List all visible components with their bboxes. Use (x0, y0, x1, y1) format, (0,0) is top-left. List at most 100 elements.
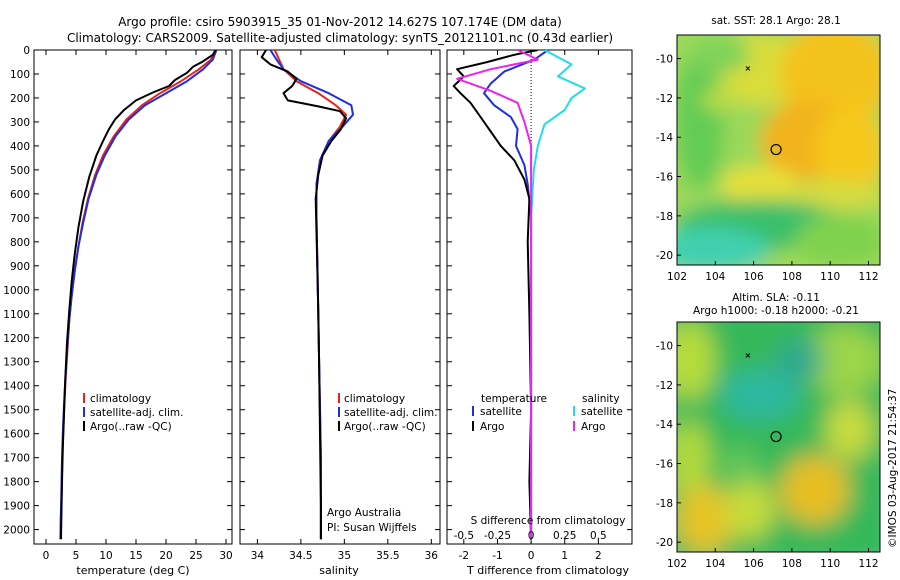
x-tick-label: 35 (338, 550, 351, 562)
salinity-panel: 34 34.5 35 35.5 36 salinity climatology sate… (239, 49, 441, 577)
x-tick-label: 0 (528, 550, 535, 562)
x-tick-label: 20 (159, 550, 172, 562)
salinity-legend: climatology satellite-adj. clim. Argo(..… (338, 393, 437, 433)
y-tick-label: 1600 (3, 429, 30, 441)
map-y-tick-label: -18 (656, 211, 673, 223)
legend-label-s-satellite: satellite (581, 406, 623, 418)
x-tick-label: 5 (73, 550, 80, 562)
x-tick-label: 1 (561, 550, 568, 562)
credits-line1: Argo Australia (327, 507, 401, 519)
map-x-tick-label: 108 (782, 558, 802, 570)
legend-head-temperature: temperature (481, 393, 547, 405)
x-tick-label: 10 (99, 550, 112, 562)
y-tick-label: 300 (10, 117, 30, 129)
salinity-axes-frame (239, 49, 441, 545)
y-tick-label: 800 (10, 237, 30, 249)
y-tick-label: 1100 (3, 309, 30, 321)
sla-map-markers (745, 353, 782, 443)
series-line-t-argo (452, 50, 539, 540)
legend-swatch-s-argo (573, 421, 575, 431)
legend-swatch-t-argo (472, 421, 474, 431)
y-tick-label: 1000 (3, 285, 30, 297)
salinity-xlabel: salinity (319, 564, 359, 577)
legend-label-climatology: climatology (90, 393, 151, 405)
legend-swatch-s-satellite (573, 406, 575, 416)
y-tick-label: 1800 (3, 477, 30, 489)
legend-label-argo: Argo(..raw -QC) (90, 421, 172, 433)
sla-map-axes: 102 104 106 108 110 112 -10 -12 -14 -16 -18 -20 (656, 341, 879, 570)
temperature-xlabel: temperature (deg C) (76, 564, 189, 577)
y-tick-label: 400 (10, 141, 30, 153)
float-track-marker (745, 353, 751, 358)
temperature-series (59, 50, 218, 540)
temperature-panel: 0100200300400500600700800900100011001200… (3, 45, 232, 577)
map-x-tick-label: 112 (858, 271, 878, 283)
legend-swatch-argo (338, 421, 340, 431)
y-tick-label: 500 (10, 165, 30, 177)
y-tick-label: 0 (23, 45, 30, 57)
map-x-tick-label: 106 (744, 558, 764, 570)
map-y-tick-label: -12 (656, 380, 673, 392)
legend-swatch-climatology (83, 393, 85, 403)
sla-map-title-line1: Altim. SLA: -0.11 (732, 292, 820, 304)
legend-swatch-climatology (338, 393, 340, 403)
x-tick-label: 36 (425, 550, 439, 562)
difference-panel: -2 -1 0 1 2 S difference from climatology -0… (446, 49, 633, 577)
float-track-marker (745, 66, 751, 71)
legend-swatch-satellite (83, 407, 85, 417)
s-difference-axis: -0.5 -0.25 0 0.25 0.5 (454, 530, 607, 542)
map-y-tick-label: -10 (656, 54, 673, 66)
sst-map-frame (676, 34, 881, 266)
y-tick-label: 600 (10, 189, 30, 201)
difference-legend: temperature salinity satellite Argo sate… (472, 393, 623, 433)
depth-axis: 0 100 200 300 400 500 600 700 800 900 1000 1100 1200… (3, 45, 232, 537)
legend-label-satellite: satellite-adj. clim. (344, 407, 437, 419)
map-x-tick-label: 112 (858, 558, 878, 570)
salinity-y-ticks (240, 49, 440, 531)
x-tick-label: 30 (219, 550, 232, 562)
legend-swatch-satellite (338, 407, 340, 417)
s-tick-label: 0.25 (553, 530, 576, 542)
y-tick-label: 700 (10, 213, 30, 225)
s-difference-label: S difference from climatology (471, 515, 626, 527)
y-tick-label: 900 (10, 261, 30, 273)
x-tick-label: -2 (459, 550, 469, 562)
map-y-tick-label: -12 (656, 93, 673, 105)
timestamp: ©IMOS 03-Aug-2017 21:54:37 (887, 389, 899, 548)
legend-label-climatology: climatology (344, 393, 405, 405)
x-tick-label: 2 (595, 550, 602, 562)
map-y-tick-label: -20 (656, 537, 673, 549)
map-x-tick-label: 106 (744, 271, 764, 283)
map-x-tick-label: 104 (705, 271, 725, 283)
difference-series (452, 50, 586, 544)
temperature-legend: climatology satellite-adj. clim. Argo(..… (83, 393, 183, 433)
figure-title-line2: Climatology: CARS2009. Satellite-adjuste… (67, 31, 613, 45)
salinity-x-axis: 34 34.5 35 35.5 36 (251, 50, 439, 562)
sla-map-title-line2: Argo h1000: -0.18 h2000: -0.21 (693, 305, 859, 317)
legend-label-s-argo: Argo (581, 421, 605, 433)
y-tick-label: 1300 (3, 357, 30, 369)
figure-title-line1: Argo profile: csiro 5903915_35 01-Nov-20… (118, 15, 562, 29)
map-y-tick-label: -18 (656, 498, 673, 510)
x-tick-label: 0 (43, 550, 50, 562)
legend-swatch-t-satellite (472, 406, 474, 416)
difference-axes-frame (446, 49, 633, 545)
map-y-tick-label: -16 (656, 459, 673, 471)
x-tick-label: 34.5 (289, 550, 312, 562)
map-x-tick-label: 110 (820, 271, 840, 283)
map-y-tick-label: -14 (656, 132, 673, 144)
sst-map-title: sat. SST: 28.1 Argo: 28.1 (711, 15, 841, 27)
t-difference-xlabel: T difference from climatology (466, 564, 629, 577)
y-tick-label: 100 (10, 69, 30, 81)
series-line-argo-raw-qc- (260, 50, 348, 540)
legend-label-argo: Argo(..raw -QC) (344, 421, 426, 433)
argo-position-marker (770, 430, 782, 443)
map-y-tick-label: -16 (656, 172, 673, 184)
sst-map-axes: 102 104 106 108 110 112 -10 -12 -14 -16 -18 -20 (656, 54, 879, 283)
legend-label-t-satellite: satellite (480, 406, 522, 418)
map-y-tick-label: -20 (656, 250, 673, 262)
legend-label-t-argo: Argo (480, 421, 504, 433)
sst-field (677, 35, 880, 265)
salinity-series (260, 50, 354, 540)
